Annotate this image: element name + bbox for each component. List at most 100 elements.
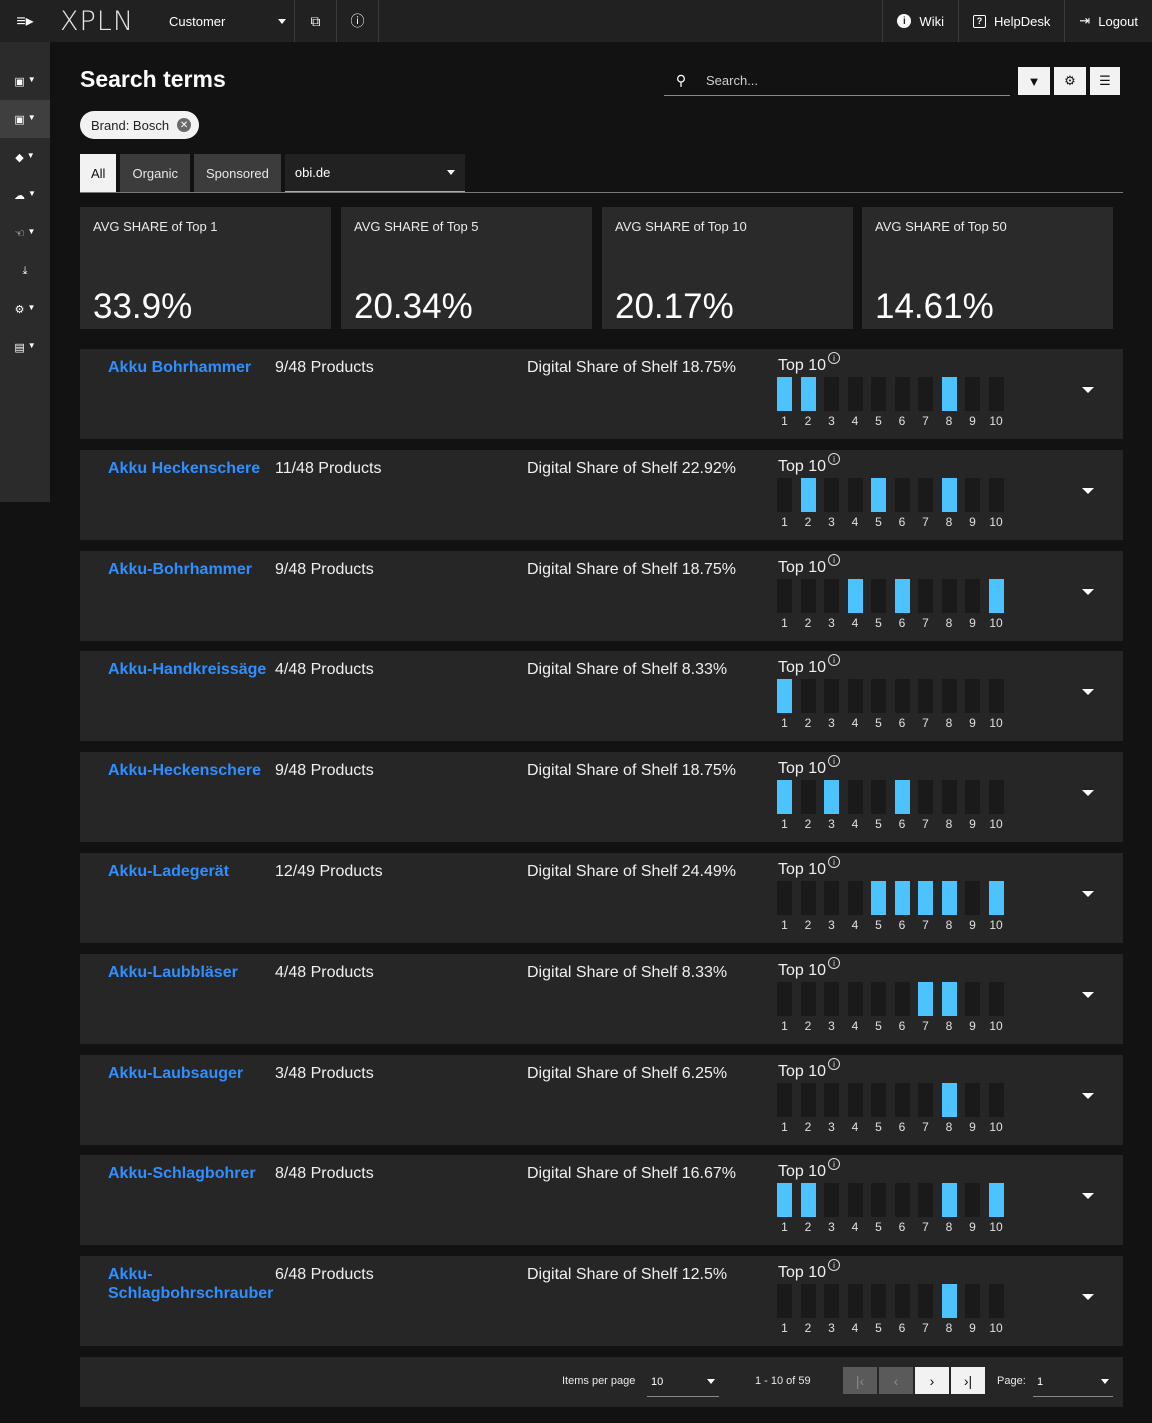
table-row[interactable]: Akku-Ladegerät 12/49 Products Digital Shar…: [80, 853, 1123, 943]
sidebar-item-settings[interactable]: ⚙ ▼: [0, 290, 50, 328]
columns-button[interactable]: ☰: [1090, 67, 1120, 95]
menu-toggle-icon[interactable]: ≡▸: [16, 13, 34, 30]
table-row[interactable]: Akku Heckenschere 11/48 Products Digital S…: [80, 450, 1123, 540]
expand-row-icon[interactable]: [1082, 689, 1094, 695]
hand-icon: ☜: [14, 227, 25, 240]
rank-label: 3: [828, 414, 835, 428]
search-term-link[interactable]: Akku-Schlagbohrschrauber: [108, 1266, 274, 1302]
rank-label: 4: [851, 1220, 859, 1234]
tab-all[interactable]: All: [80, 154, 117, 192]
search-term-link[interactable]: Akku-Laubsauger: [108, 1065, 244, 1082]
table-row[interactable]: Akku-Schlagbohrer 8/48 Products Digital Sh…: [80, 1155, 1123, 1245]
tab-organic[interactable]: Organic: [120, 154, 190, 192]
customer-select[interactable]: Customer: [155, 0, 295, 42]
search-term-link[interactable]: Akku-Schlagbohrer: [108, 1165, 256, 1182]
expand-row-icon[interactable]: [1082, 1294, 1094, 1300]
next-page-button[interactable]: ›: [915, 1367, 949, 1394]
sidebar-item-database[interactable]: ▤ ▼: [0, 328, 50, 366]
remove-filter-icon[interactable]: ✕: [177, 118, 192, 132]
rank-label: 5: [875, 817, 882, 831]
sidebar-item-messages[interactable]: ▣ ▼: [0, 62, 50, 100]
search-term-link[interactable]: Akku-Ladegerät: [108, 863, 229, 880]
info-icon[interactable]: i: [828, 453, 841, 465]
info-icon[interactable]: i: [828, 654, 841, 666]
rank-bar-6: [894, 377, 910, 411]
rank-bars: [777, 478, 1007, 512]
info-icon[interactable]: i: [828, 1158, 841, 1170]
rank-labels: 1 2 3 4 5 6 7 8 9 10: [777, 1321, 1007, 1335]
info-icon[interactable]: i: [828, 554, 841, 566]
expand-row-icon[interactable]: [1082, 1093, 1094, 1099]
table-row[interactable]: Akku Bohrhammer 9/48 Products Digital Shar…: [80, 349, 1123, 439]
expand-row-icon[interactable]: [1082, 387, 1094, 393]
search-term-link[interactable]: Akku Bohrhammer: [108, 359, 252, 376]
rank-bar-7: [918, 881, 933, 915]
rank-bar-8: [941, 881, 957, 915]
table-row[interactable]: Akku-Heckenschere 9/48 Products Digital Sh…: [80, 752, 1123, 842]
top10-text: Top 10: [778, 760, 827, 777]
prev-page-button[interactable]: ‹: [879, 1367, 913, 1394]
rank-label: 3: [828, 1019, 835, 1033]
search-term-link[interactable]: Akku-Handkreissäge: [108, 661, 267, 678]
rank-bar-9: [965, 780, 980, 814]
expand-row-icon[interactable]: [1082, 992, 1094, 998]
expand-row-icon[interactable]: [1082, 589, 1094, 595]
logout-link[interactable]: ⇥ Logout: [1064, 0, 1152, 42]
search-term-link[interactable]: Akku-Bohrhammer: [108, 561, 253, 578]
rank-bars: [777, 579, 1007, 613]
kpi-value: 14.61%: [875, 287, 994, 326]
table-row[interactable]: Akku-Laubsauger 3/48 Products Digital Shar…: [80, 1055, 1123, 1145]
settings-button[interactable]: ⚙: [1054, 67, 1086, 95]
table-row[interactable]: Akku-Handkreissäge 4/48 Products Digital S…: [80, 651, 1123, 741]
sidebar-item-actions[interactable]: ☜ ▼: [0, 214, 50, 252]
rank-label: 8: [945, 817, 953, 831]
info-icon[interactable]: i: [828, 856, 841, 868]
rank-label: 7: [922, 1220, 929, 1234]
search-term-link[interactable]: Akku-Heckenschere: [108, 762, 261, 779]
rank-label: 10: [989, 1220, 1003, 1234]
filter-button[interactable]: ▼: [1018, 67, 1050, 95]
copy-icon[interactable]: ⧉: [295, 0, 337, 42]
info-icon[interactable]: i: [828, 957, 841, 969]
rank-labels: 1 2 3 4 5 6 7 8 9 10: [777, 817, 1007, 831]
first-page-button[interactable]: |‹: [843, 1367, 877, 1394]
search-term-link[interactable]: Akku Heckenschere: [108, 460, 261, 477]
expand-row-icon[interactable]: [1082, 891, 1094, 897]
helpdesk-label: HelpDesk: [993, 13, 1051, 29]
info-icon[interactable]: i: [828, 1259, 841, 1271]
helpdesk-link[interactable]: ? HelpDesk: [957, 0, 1064, 42]
tab-bar: All Organic Sponsored obi.de: [80, 154, 1123, 193]
wiki-link[interactable]: i Wiki: [882, 0, 958, 42]
sidebar-item-tags[interactable]: ◆ ▼: [0, 138, 50, 176]
last-page-button[interactable]: ›|: [951, 1367, 985, 1394]
info-icon[interactable]: ⓘ: [337, 0, 379, 42]
info-icon[interactable]: i: [828, 352, 841, 364]
sidebar-item-search-terms[interactable]: ▣ ▼: [0, 100, 50, 138]
rank-label: 3: [828, 817, 835, 831]
sidebar-item-cloud[interactable]: ☁ ▼: [0, 176, 50, 214]
expand-row-icon[interactable]: [1082, 1193, 1094, 1199]
sidebar-item-download[interactable]: ⤓: [0, 252, 50, 290]
rank-label: 3: [828, 616, 835, 630]
table-row[interactable]: Akku-Laubbläser 4/48 Products Digital Shar…: [80, 954, 1123, 1044]
shop-select[interactable]: obi.de: [284, 154, 465, 192]
search-term-link[interactable]: Akku-Laubbläser: [108, 964, 238, 981]
page-select-value: 1: [1037, 1375, 1044, 1388]
info-icon[interactable]: i: [828, 1058, 841, 1070]
rank-label: 6: [898, 616, 906, 630]
expand-row-icon[interactable]: [1082, 790, 1094, 796]
items-per-page-select[interactable]: 10: [647, 1367, 719, 1397]
tab-sponsored[interactable]: Sponsored: [193, 154, 281, 192]
rank-bars: [777, 982, 1007, 1016]
rank-label: 3: [828, 1321, 835, 1335]
products-count: 9/48 Products: [275, 561, 374, 578]
search-input[interactable]: [698, 73, 988, 88]
table-row[interactable]: Akku-Schlagbohrschrauber 6/48 Products Dig…: [80, 1256, 1123, 1346]
info-icon[interactable]: i: [828, 755, 841, 767]
expand-row-icon[interactable]: [1082, 488, 1094, 494]
kpi-card-top50: AVG SHARE of Top 50 14.61%: [862, 207, 1113, 329]
page-select[interactable]: 1: [1033, 1367, 1113, 1397]
rank-label: 9: [969, 616, 976, 630]
table-row[interactable]: Akku-Bohrhammer 9/48 Products Digital Shar…: [80, 551, 1123, 641]
rank-bar-9: [965, 1083, 980, 1117]
